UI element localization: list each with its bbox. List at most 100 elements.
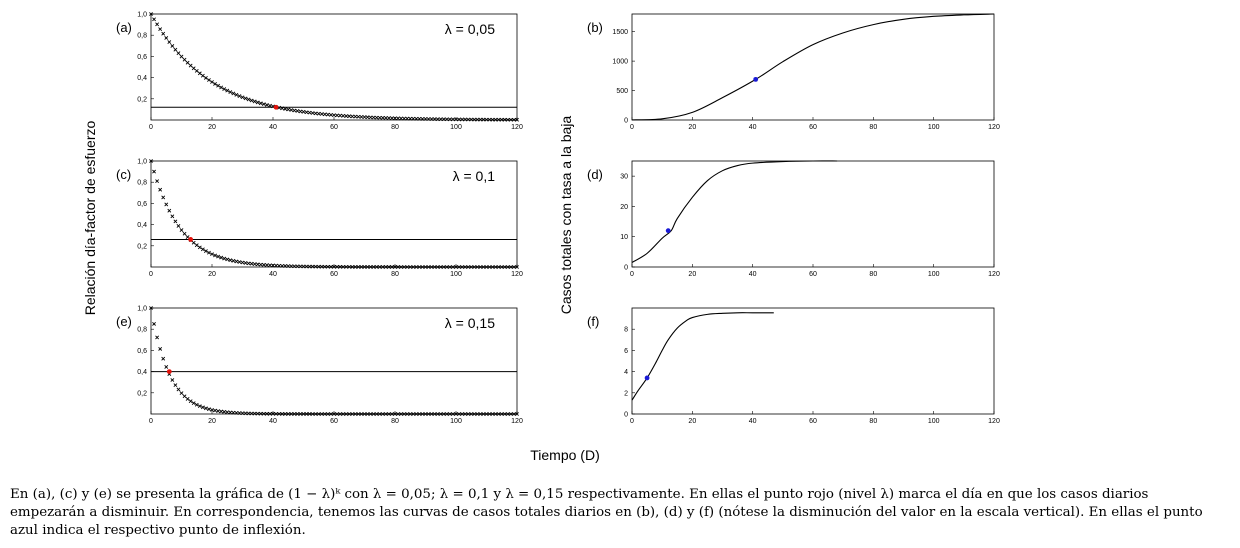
data-point-x [408, 412, 413, 416]
data-point-x [487, 412, 492, 416]
data-point-x [347, 114, 352, 119]
data-point-x [240, 260, 245, 265]
chart-panel-f: 0 20 40 60 80 100 120 0 2 4 6 8 (f) [587, 307, 1000, 425]
data-point-x [496, 265, 501, 269]
data-point-x [249, 411, 254, 416]
data-point-x [396, 116, 400, 121]
data-point-x [371, 115, 376, 120]
data-point-x [329, 412, 333, 416]
data-point-x [213, 253, 217, 258]
data-point-x [246, 97, 251, 102]
y-tick-label: 4 [624, 369, 628, 376]
data-point-x [466, 265, 471, 269]
figure: Relación día-factor de esfuerzo Casos to… [82, 12, 1000, 464]
data-point-x [438, 412, 443, 416]
data-point-x [197, 71, 202, 76]
x-tick-label: 80 [869, 271, 877, 278]
y-tick-label: 500 [616, 88, 628, 95]
data-point-x [444, 265, 449, 269]
data-point-x [161, 31, 166, 36]
data-point-x [280, 263, 285, 268]
data-point-x [338, 113, 343, 118]
data-point-x [274, 411, 278, 416]
data-point-x [420, 265, 425, 269]
highlight-point [665, 228, 671, 234]
data-point-x [301, 264, 306, 269]
data-point-x [472, 265, 477, 269]
data-point-x [255, 262, 260, 267]
data-point-x [185, 60, 190, 65]
data-point-x [493, 412, 498, 416]
data-point-x [344, 114, 349, 118]
data-point-x [429, 117, 434, 121]
data-point-x [454, 412, 458, 416]
data-point-x [222, 87, 227, 91]
data-point-x [182, 231, 187, 236]
data-point-x [438, 265, 443, 269]
data-point-x [292, 412, 297, 416]
data-point-x [386, 116, 391, 120]
data-point-x [426, 117, 431, 121]
chart-panel-e: 0 20 40 60 80 100 120 0,2 0,4 0,6 0,8 1,0 (e) λ = 0,1… [116, 306, 523, 426]
data-point-x [194, 243, 199, 248]
data-point-x [264, 263, 269, 267]
data-point-x [432, 265, 437, 269]
data-point-x [286, 264, 291, 268]
data-point-x [200, 247, 205, 252]
data-point-x [216, 409, 221, 413]
data-point-x [350, 114, 355, 119]
data-point-x [213, 408, 217, 413]
data-point-x [234, 410, 239, 415]
data-point-x [496, 412, 501, 416]
data-point-x [484, 265, 489, 269]
data-point-x [414, 412, 419, 416]
data-point-x [475, 117, 480, 122]
data-point-x [426, 265, 431, 269]
x-tick-label: 80 [391, 418, 399, 425]
data-point-x [457, 117, 461, 122]
data-point-x [396, 412, 400, 416]
x-tick-label: 20 [688, 271, 696, 278]
plot-frame [631, 13, 995, 121]
data-point-x [405, 412, 410, 416]
data-point-x [493, 265, 498, 269]
y-tick-label: 0,4 [137, 75, 147, 82]
data-point-x [155, 22, 160, 27]
data-point-x [307, 264, 312, 269]
chart-panel-c: 0 20 40 60 80 100 120 0,2 0,4 0,6 0,8 1,0 (c) λ = 0,1 [116, 159, 523, 279]
data-point-x [402, 412, 407, 416]
data-point-x [179, 391, 184, 396]
data-point-x [246, 411, 251, 416]
x-tick-label: 60 [809, 124, 817, 131]
x-tick-label: 120 [511, 124, 523, 131]
data-point-x [313, 412, 318, 416]
x-tick-label: 120 [511, 271, 523, 278]
data-point-x [451, 117, 455, 122]
data-point-x [216, 254, 221, 259]
data-point-x [402, 265, 407, 269]
data-point-x [341, 264, 346, 269]
data-point-x [167, 208, 172, 213]
data-point-x [164, 202, 169, 207]
y-tick-label: 30 [620, 174, 628, 181]
highlight-point [753, 76, 759, 82]
data-point-x [200, 405, 205, 410]
data-point-x [219, 255, 224, 260]
y-tick-label: 0 [624, 265, 628, 272]
data-point-x [505, 412, 510, 416]
caption-line: En (a), (c) y (e) se presenta la gráfica… [10, 487, 1149, 502]
data-point-x [231, 91, 236, 96]
x-tick-label: 100 [450, 418, 462, 425]
data-point-x [295, 109, 300, 113]
data-point-x [310, 412, 315, 416]
data-point-x [298, 109, 303, 114]
data-point-x [289, 264, 294, 269]
data-point-x [423, 117, 428, 121]
data-point-x [383, 116, 388, 120]
data-point-x [356, 264, 361, 269]
data-point-x [481, 117, 486, 122]
data-point-x [271, 411, 275, 416]
x-tick-label: 40 [749, 418, 757, 425]
data-point-x [512, 265, 516, 269]
y-tick-label: 0,6 [137, 348, 147, 355]
